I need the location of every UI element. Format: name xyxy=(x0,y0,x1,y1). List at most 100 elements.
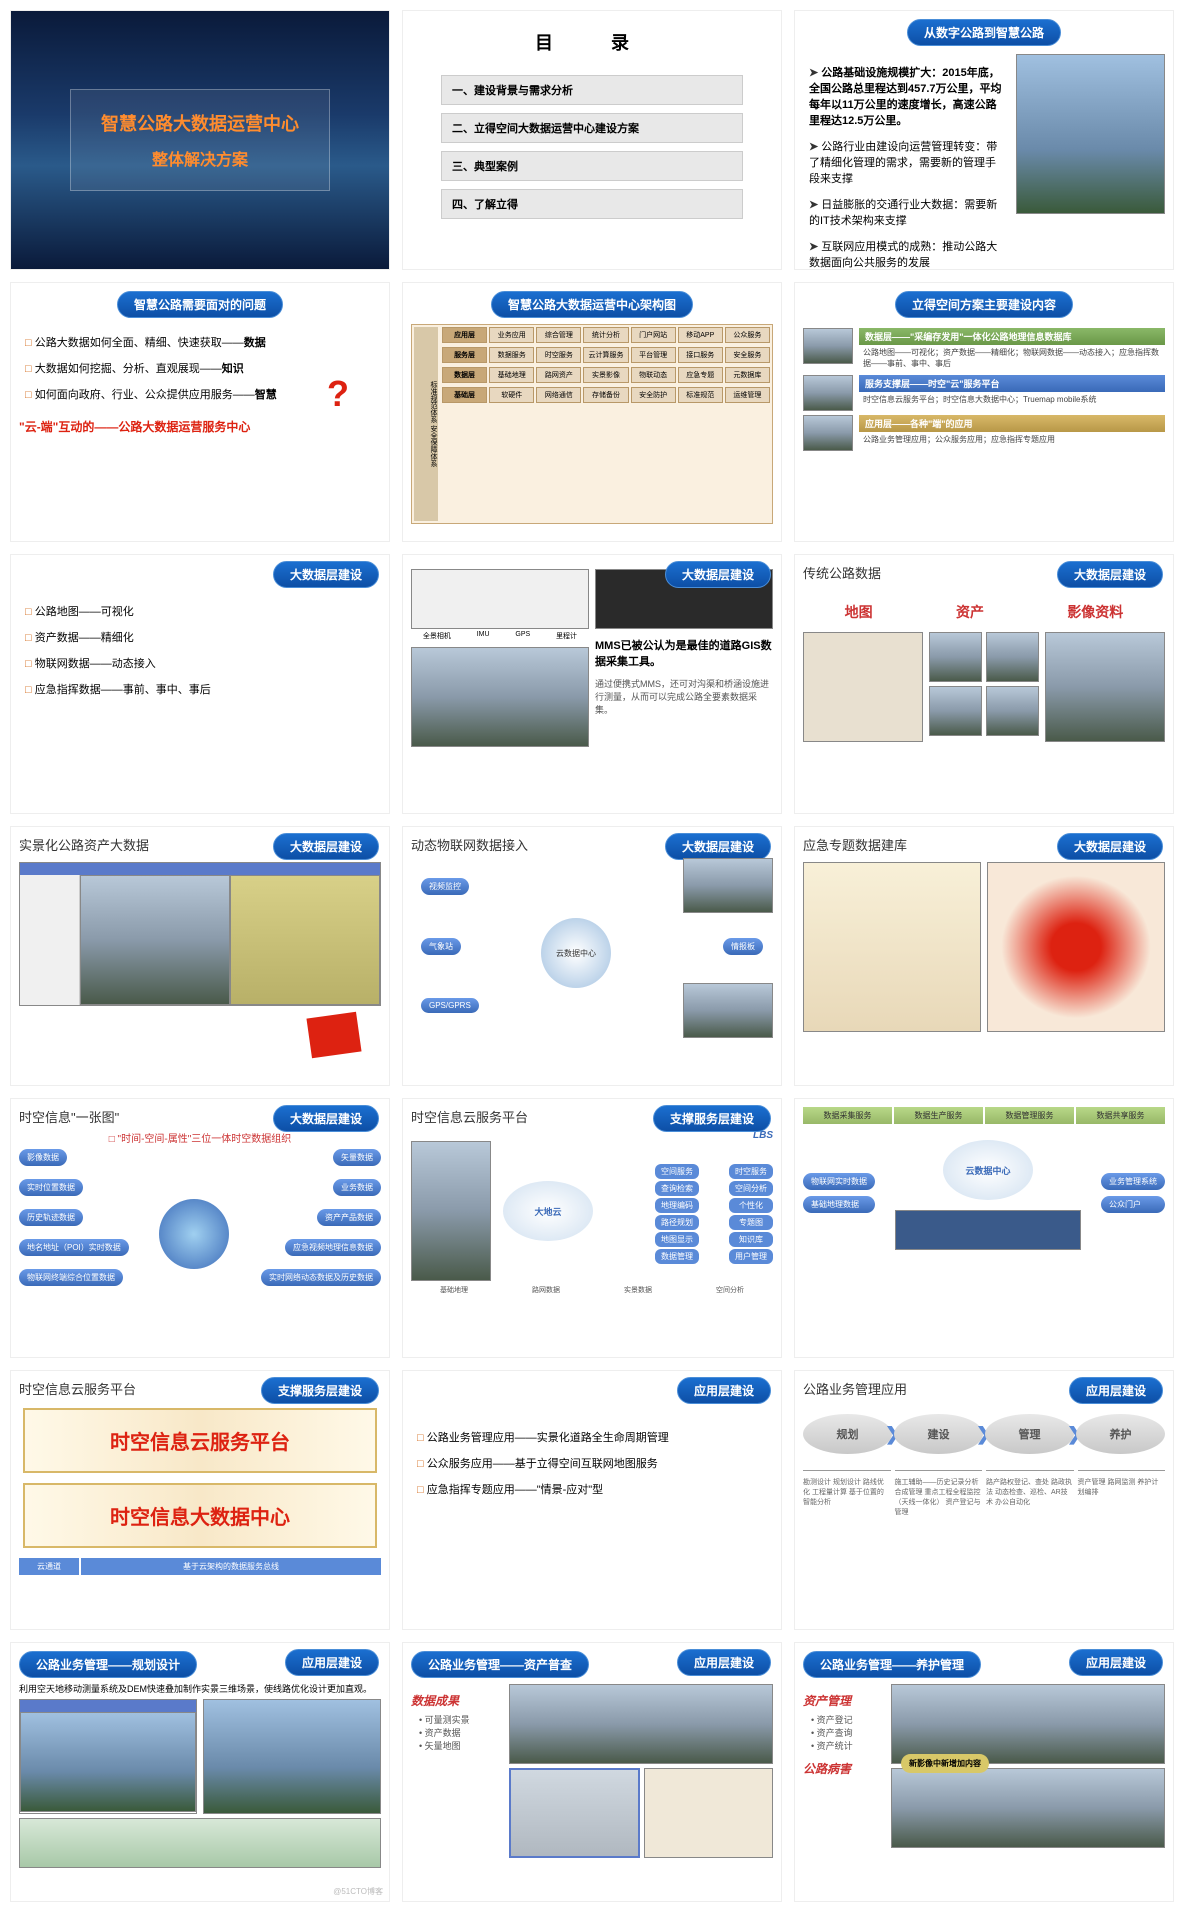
streetview-photo xyxy=(411,1141,491,1281)
toc-item: 一、建设背景与需求分析 xyxy=(441,75,743,105)
subheader: 公路业务管理——规划设计 xyxy=(19,1651,197,1678)
maintenance-photo xyxy=(891,1768,1165,1848)
slide-cloud-platform: 支撑服务层建设 时空信息云服务平台 LBS 大地云 空间服务查询检索地理编码路径… xyxy=(402,1098,782,1358)
slide-header: 应用层建设 xyxy=(1069,1649,1163,1676)
slide-header: 应用层建设 xyxy=(1069,1377,1163,1404)
slide-header: 大数据层建设 xyxy=(1057,833,1163,860)
mms-desc: 通过便携式MMS，还可对沟渠和桥涵设施进行测量，从而可以完成公路全要素数据采集。 xyxy=(595,677,773,716)
slide-app-layer: 应用层建设 公路业务管理应用——实景化道路全生命周期管理 公众服务应用——基于立… xyxy=(402,1370,782,1630)
toc-item: 四、了解立得 xyxy=(441,189,743,219)
toc-heading: 目 录 xyxy=(411,29,773,55)
bullet: 公路基础设施规模扩大：2015年底，全国公路总里程达到457.7万公里，平均每年… xyxy=(809,64,1004,128)
sub-caption: □ "时间-空间-属性"三位一体时空数据组织 xyxy=(19,1130,381,1145)
slide-header: 从数字公路到智慧公路 xyxy=(907,19,1061,46)
globe-icon xyxy=(159,1199,229,1269)
slide-header: 应用层建设 xyxy=(677,1377,771,1404)
label-asset: 资产 xyxy=(956,602,984,622)
subheader: 公路业务管理——资产普查 xyxy=(411,1651,589,1678)
toc-item: 三、典型案例 xyxy=(441,151,743,181)
slide-header: 智慧公路大数据运营中心架构图 xyxy=(491,291,693,318)
slide-planning: 应用层建设 公路业务管理——规划设计 利用空天地移动测量系统及DEM快速叠加制作… xyxy=(10,1642,390,1902)
slide-header: 支撑服务层建设 xyxy=(261,1377,379,1404)
slide-iot: 大数据层建设 动态物联网数据接入 云数据中心 视频监控 气象站 GPS/GPRS… xyxy=(402,826,782,1086)
bullet: 互联网应用模式的成熟：推动公路大数据面向公共服务的发展 xyxy=(809,238,1004,270)
bullet: 应急指挥专题应用——"情景-应对"型 xyxy=(417,1481,767,1497)
title-box: 智慧公路大数据运营中心 整体解决方案 xyxy=(70,89,330,191)
window-sidebar xyxy=(20,875,80,1005)
slide-architecture: 智慧公路大数据运营中心架构图 标准规范体系 安全保障体系 应用层业务应用综合管理… xyxy=(402,282,782,542)
mms-vehicle-photo xyxy=(411,569,589,629)
slide-header: 大数据层建设 xyxy=(273,561,379,588)
bullet: 日益膨胀的交通行业大数据：需要新的IT技术架构来支撑 xyxy=(809,196,1004,228)
slide-header: 应用层建设 xyxy=(677,1649,771,1676)
platform-band: 时空信息大数据中心 xyxy=(23,1483,377,1548)
red-arrow-icon xyxy=(306,1012,361,1059)
iot-photo xyxy=(683,858,773,913)
vector-map xyxy=(644,1768,773,1858)
bullet: 如何面向政府、行业、公众提供应用服务——智慧 xyxy=(25,386,375,402)
mms-diagram xyxy=(411,647,589,747)
callout: 新影像中新增加内容 xyxy=(901,1754,989,1773)
platform-band: 时空信息云服务平台 xyxy=(23,1408,377,1473)
slide-header: 大数据层建设 xyxy=(1057,561,1163,588)
cloud-hub: 大地云 xyxy=(503,1181,593,1241)
asset-mgmt-heading: 资产管理 xyxy=(803,1692,883,1709)
service-headers: 数据采集服务 数据生产服务 数据管理服务 数据共享服务 xyxy=(803,1107,1165,1124)
process-flow: 规划 建设 管理 养护 xyxy=(803,1414,1165,1454)
slide-header: 大数据层建设 xyxy=(665,561,771,588)
label-map: 地图 xyxy=(845,602,873,622)
planning-desc: 利用空天地移动测量系统及DEM快速叠加制作实景三维场景，使线路优化设计更加直观。 xyxy=(19,1682,381,1695)
slide-mms: 大数据层建设 全景相机 IMU GPS 里程计 MMS已被公认为是最佳的道路GI… xyxy=(402,554,782,814)
bullet: 公路大数据如何全面、精细、快速获取——数据 xyxy=(25,334,375,350)
slide-header: 大数据层建设 xyxy=(665,833,771,860)
slide-header: 智慧公路需要面对的问题 xyxy=(117,291,283,318)
slide-content-build: 立得空间方案主要建设内容 数据层——"采编存发用"一体化公路地理信息数据库公路地… xyxy=(794,282,1174,542)
datacenter-icon xyxy=(895,1210,1081,1250)
slide-business-mgmt: 应用层建设 公路业务管理应用 规划 建设 管理 养护 勘测设计 规划设计 路线优… xyxy=(794,1370,1174,1630)
3d-terrain-photo xyxy=(203,1699,381,1814)
bullet: 公众服务应用——基于立得空间互联网地图服务 xyxy=(417,1455,767,1471)
slide-one-map: 大数据层建设 时空信息"一张图" □ "时间-空间-属性"三位一体时空数据组织 … xyxy=(10,1098,390,1358)
maintenance-photo xyxy=(891,1684,1165,1764)
bullet: 大数据如何挖掘、分析、直观展现——知识 xyxy=(25,360,375,376)
slide-header: 大数据层建设 xyxy=(273,1105,379,1132)
arch-side-label: 标准规范体系 安全保障体系 xyxy=(414,327,438,521)
slide-header: 应用层建设 xyxy=(285,1649,379,1676)
iot-node-map: 云数据中心 视频监控 气象站 GPS/GPRS 收费站 情报板 路况采集 xyxy=(411,858,773,1038)
slide-platform-bands: 支撑服务层建设 时空信息云服务平台 时空信息云服务平台 时空信息大数据中心 云通… xyxy=(10,1370,390,1630)
slide-bigdata-1: 大数据层建设 公路地图——可视化 资产数据——精细化 物联网数据——动态接入 应… xyxy=(10,554,390,814)
slide-asset-survey: 应用层建设 公路业务管理——资产普查 数据成果 可量测实景 资产数据 矢量地图 xyxy=(402,1642,782,1902)
panorama-photo xyxy=(509,1684,773,1764)
imagery-photo xyxy=(1045,632,1165,742)
mms-caption: MMS已被公认为是最佳的道路GIS数据采集工具。 xyxy=(595,637,773,669)
route-map xyxy=(19,1818,381,1868)
subheader: 公路业务管理——养护管理 xyxy=(803,1651,981,1678)
heatmap-plot xyxy=(987,862,1165,1032)
main-title: 智慧公路大数据运营中心 xyxy=(101,110,299,136)
bullet: 公路业务管理应用——实景化道路全生命周期管理 xyxy=(417,1429,767,1445)
platform-footer: 云通道 基于云架构的数据服务总线 xyxy=(19,1558,381,1575)
slide-maintenance: 应用层建设 公路业务管理——养护管理 资产管理 资产登记 资产查询 资产统计 公… xyxy=(794,1642,1174,1902)
window-titlebar xyxy=(20,863,380,875)
defect-heading: 公路病害 xyxy=(803,1760,883,1777)
slide-cloud-services: 数据采集服务 数据生产服务 数据管理服务 数据共享服务 物联网实时数据 基础地理… xyxy=(794,1098,1174,1358)
sub-title: 整体解决方案 xyxy=(101,146,299,170)
slide-emergency: 大数据层建设 应急专题数据建库 xyxy=(794,826,1174,1086)
toc-item: 二、立得空间大数据运营中心建设方案 xyxy=(441,113,743,143)
slide-toc: 目 录 一、建设背景与需求分析 二、立得空间大数据运营中心建设方案 三、典型案例… xyxy=(402,10,782,270)
tagline: "云-端"互动的——公路大数据运营服务中心 xyxy=(19,418,381,435)
screenshot xyxy=(19,1699,197,1814)
slide-traditional: 大数据层建设 传统公路数据 地图 资产 影像资料 xyxy=(794,554,1174,814)
map-plot xyxy=(803,862,981,1032)
cloud-center: 云数据中心 xyxy=(943,1140,1033,1200)
bullet: 公路地图——可视化 xyxy=(25,603,375,619)
slide-digital-to-smart: 从数字公路到智慧公路 公路基础设施规模扩大：2015年底，全国公路总里程达到45… xyxy=(794,10,1174,270)
slide-header: 立得空间方案主要建设内容 xyxy=(895,291,1073,318)
highway-photo xyxy=(1016,54,1166,214)
asset-table xyxy=(509,1768,640,1858)
iot-photo xyxy=(683,983,773,1038)
architecture-diagram: 标准规范体系 安全保障体系 应用层业务应用综合管理统计分析门户网站移动APP公众… xyxy=(411,324,773,524)
asset-thumbs xyxy=(929,632,1039,742)
slide-problems: 智慧公路需要面对的问题 公路大数据如何全面、精细、快速获取——数据 大数据如何挖… xyxy=(10,282,390,542)
one-map-diagram: 影像数据实时位置数据历史轨迹数据地名地址（POI）实时数据物联网终端综合位置数据… xyxy=(19,1149,381,1309)
